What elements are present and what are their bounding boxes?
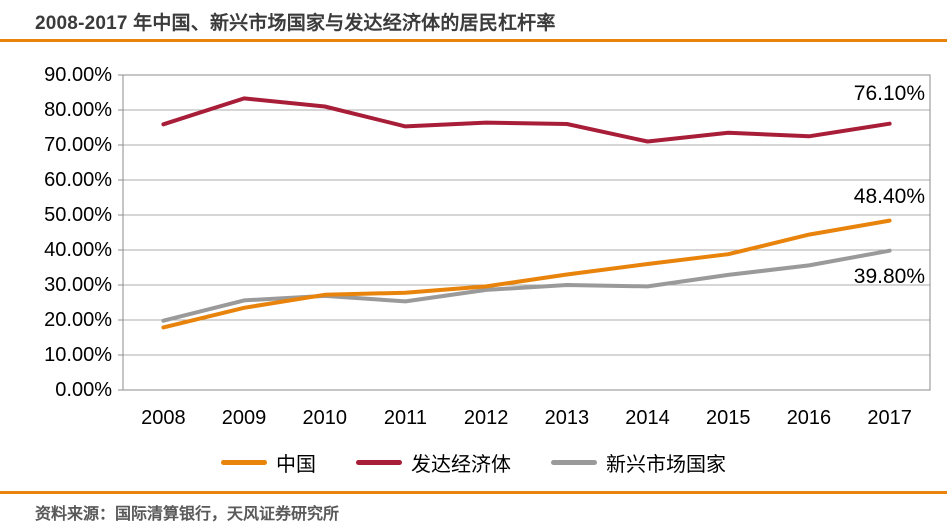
x-tick-label: 2013 bbox=[544, 407, 590, 429]
chart-title: 2008-2017 年中国、新兴市场国家与发达经济体的居民杠杆率 bbox=[35, 13, 556, 34]
series-end-label: 76.10% bbox=[853, 82, 925, 106]
series-line-发达经济体 bbox=[161, 96, 892, 144]
y-tick-label: 80.00% bbox=[44, 99, 112, 121]
x-tick-label: 2008 bbox=[141, 407, 186, 429]
y-tick-label: 90.00% bbox=[44, 64, 112, 86]
x-tick-label: 2017 bbox=[867, 407, 912, 429]
y-tick-label: 0.00% bbox=[55, 379, 112, 401]
line-chart: 0.00% 10.00% 20.00% 30.00% 40.00% 50.00% 60.00… bbox=[0, 60, 947, 480]
source-note: 资料来源：国际清算银行，天风证券研究所 bbox=[35, 506, 340, 523]
x-tick-label: 2012 bbox=[463, 407, 509, 429]
plot-area bbox=[118, 74, 931, 391]
footer-divider-rule bbox=[0, 491, 947, 494]
x-tick-label: 2014 bbox=[625, 407, 670, 429]
legend-label: 中国 bbox=[276, 454, 316, 476]
x-tick-label: 2011 bbox=[383, 407, 427, 429]
plot-border bbox=[122, 74, 931, 391]
legend-item-新兴市场国家: 新兴市场国家 bbox=[551, 448, 726, 477]
y-tick-label: 30.00% bbox=[44, 274, 112, 296]
legend-line-swatch bbox=[356, 460, 402, 465]
y-tick-label: 20.00% bbox=[44, 309, 112, 331]
legend-item-发达经济体: 发达经济体 bbox=[356, 448, 511, 477]
legend-label: 发达经济体 bbox=[411, 454, 511, 476]
y-tick-label: 70.00% bbox=[44, 134, 112, 156]
x-tick-label: 2015 bbox=[706, 407, 751, 429]
legend-line-swatch bbox=[221, 460, 267, 465]
series-line-新兴市场国家 bbox=[161, 248, 892, 323]
y-tick-label: 40.00% bbox=[44, 239, 112, 261]
legend-line-swatch bbox=[551, 460, 597, 465]
series-line-中国 bbox=[161, 218, 892, 330]
y-tick-label: 60.00% bbox=[44, 169, 112, 191]
y-tick-label: 10.00% bbox=[44, 344, 112, 366]
y-tick-label: 50.00% bbox=[44, 204, 112, 226]
x-tick-label: 2010 bbox=[302, 407, 348, 429]
x-tick-label: 2016 bbox=[786, 407, 832, 429]
legend-label: 新兴市场国家 bbox=[606, 454, 726, 476]
title-divider-rule bbox=[0, 39, 947, 42]
legend-item-中国: 中国 bbox=[221, 448, 316, 477]
x-tick-label: 2009 bbox=[221, 407, 267, 429]
series-end-label: 39.80% bbox=[853, 264, 925, 288]
chart-legend: 中国 发达经济体 新兴市场国家 bbox=[0, 448, 947, 477]
series-end-label: 48.40% bbox=[853, 184, 925, 208]
